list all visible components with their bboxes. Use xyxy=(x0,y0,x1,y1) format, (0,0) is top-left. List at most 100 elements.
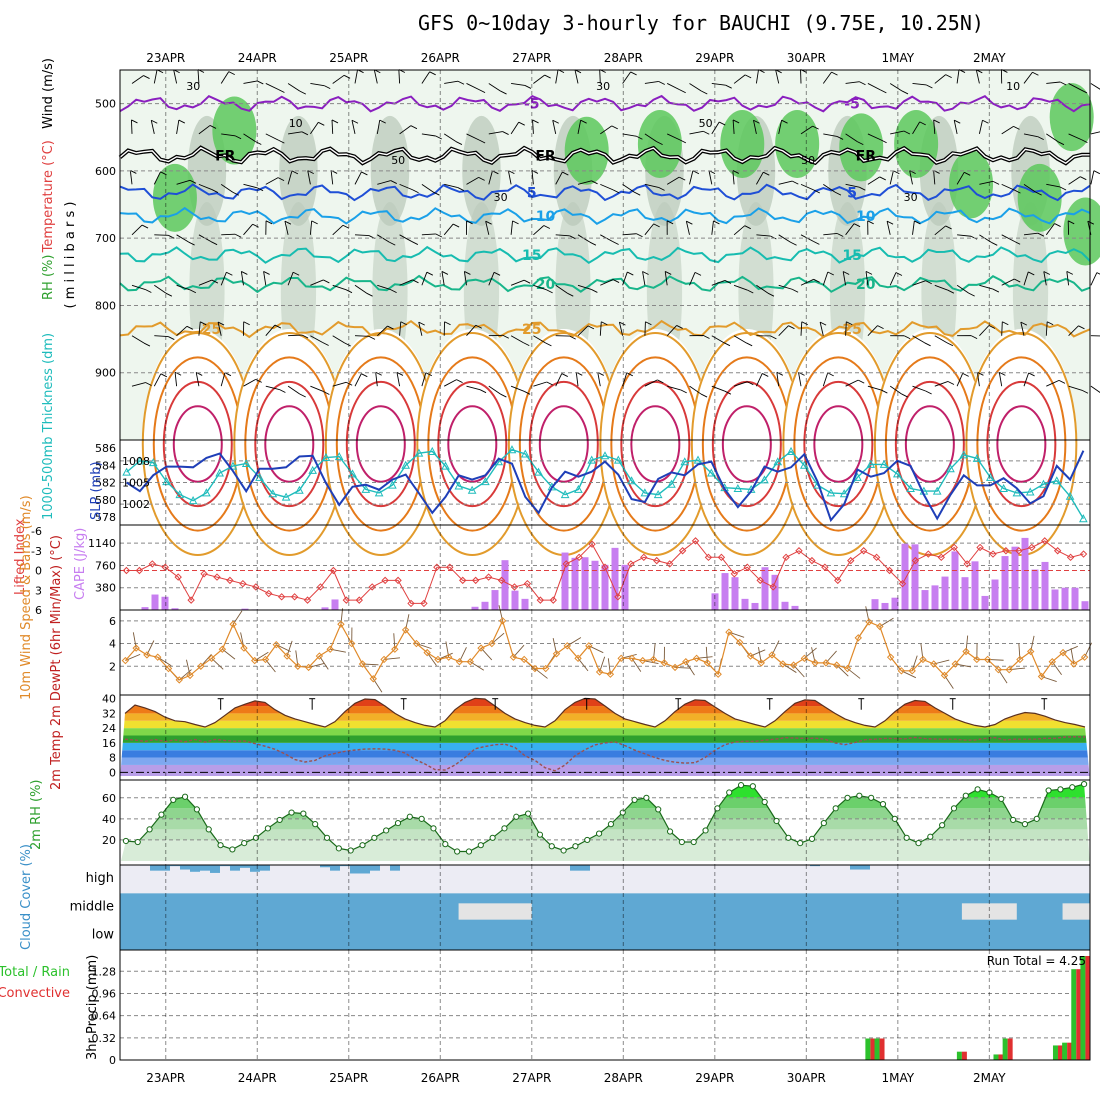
thickness-marker xyxy=(520,449,530,458)
cape-bar xyxy=(521,598,529,610)
wind-barb-flag xyxy=(679,89,686,94)
wind-barb-flag xyxy=(580,119,587,124)
wind-barb-flag xyxy=(1078,325,1085,330)
wind-speed-marker xyxy=(315,652,324,660)
wind-barb-flag xyxy=(1066,270,1074,275)
wind-barb-flag xyxy=(747,289,754,294)
wind-barb-flag xyxy=(493,271,501,276)
wind-barb-flag xyxy=(679,176,686,181)
wind-speed-marker xyxy=(218,645,227,653)
wind-barb xyxy=(1046,81,1061,84)
thickness-marker xyxy=(374,488,384,497)
wind-barb xyxy=(956,172,965,185)
rh-marker xyxy=(430,825,437,832)
cross-section-legend: RH (%) Temperature (°C) Wind (m/s) xyxy=(41,58,56,300)
wind-barb xyxy=(689,170,694,185)
wind-barb xyxy=(867,133,881,141)
wind-barb xyxy=(444,80,459,84)
wind-barb-flag xyxy=(410,125,418,130)
wind-barb-flag xyxy=(441,271,449,275)
wind-barb xyxy=(533,225,545,236)
wind-barb-flag xyxy=(846,321,853,326)
wind-barb xyxy=(533,335,546,344)
rh-high-area xyxy=(1049,83,1094,152)
wind-barb-flag xyxy=(278,89,285,93)
temp-band xyxy=(120,720,1090,729)
pressure-tick: 900 xyxy=(95,367,116,380)
wind-speed-marker xyxy=(272,640,280,649)
thickness-marker xyxy=(786,446,796,455)
wind-barb xyxy=(1045,321,1048,336)
precip-convective-bar xyxy=(1057,1045,1063,1060)
isotherm-ring xyxy=(345,380,416,508)
wind-barb xyxy=(822,372,829,387)
wind-speed-marker xyxy=(175,676,183,684)
top-date-label: 26APR xyxy=(421,51,460,65)
wind-barb xyxy=(1046,183,1061,188)
cloud-lower-bg xyxy=(120,893,1090,950)
li-tick: 3 xyxy=(35,584,42,597)
wind-barb-flag xyxy=(301,334,309,339)
precip-total-bar xyxy=(1080,956,1086,1060)
wind-speed-marker xyxy=(746,652,755,660)
cape-bar xyxy=(511,590,519,610)
wind-barb-10m xyxy=(847,668,861,679)
li-marker xyxy=(381,576,389,585)
wind-barb xyxy=(265,324,276,337)
rh-marker xyxy=(1010,816,1017,824)
wind-barb xyxy=(532,119,534,134)
wind-speed-marker xyxy=(951,660,959,668)
rh-marker xyxy=(714,805,721,812)
rh-marker xyxy=(146,826,153,833)
wind-barb xyxy=(174,372,178,387)
rh-high-area xyxy=(839,113,884,182)
wind-barb-flag xyxy=(292,271,300,276)
thickness-marker xyxy=(361,484,371,493)
wind-barb xyxy=(933,119,936,134)
wind-barb-flag xyxy=(478,176,485,181)
wind-speed-marker xyxy=(477,644,485,652)
wind-barb-flag xyxy=(143,75,150,79)
temp-band xyxy=(120,764,1090,776)
thickness-marker xyxy=(388,480,397,489)
rh-marker xyxy=(797,839,804,847)
wind-speed-marker xyxy=(261,655,270,664)
wind-barb xyxy=(934,284,949,291)
wind-barb-flag xyxy=(433,191,440,196)
wind-barb-flag xyxy=(732,119,740,124)
wind-barb-flag xyxy=(834,191,842,196)
wind-speed-marker xyxy=(542,664,550,673)
precip-convective-bar xyxy=(879,1038,885,1060)
wind-barb xyxy=(644,223,654,236)
rh-high-area xyxy=(152,163,197,232)
wind-barb xyxy=(284,221,289,235)
cloud-high-bar xyxy=(860,865,870,870)
thickness-marker xyxy=(587,455,597,464)
wind-barb-flag xyxy=(278,139,285,144)
wind-barb xyxy=(577,284,592,290)
thickness-marker xyxy=(308,465,318,474)
wind-barb xyxy=(842,271,847,286)
wind-barb xyxy=(421,233,436,236)
wind-barb xyxy=(533,381,547,387)
cape-bar xyxy=(321,607,329,610)
wind-barb-flag xyxy=(1058,379,1066,384)
wind-barb-flag xyxy=(1081,139,1088,144)
wind-speed-marker xyxy=(585,642,593,650)
wind-barb xyxy=(800,278,814,286)
wind-barb-flag xyxy=(284,220,292,225)
isotherm-ring xyxy=(620,380,691,508)
rh-marker xyxy=(229,846,236,853)
wind-speed-marker xyxy=(930,660,938,668)
wind-barb xyxy=(889,385,903,395)
wind-barb xyxy=(466,177,479,185)
wind-barb xyxy=(198,183,213,190)
wind-barb xyxy=(732,119,735,134)
wind-barb xyxy=(220,183,234,193)
wind-barb xyxy=(1068,325,1079,337)
wind-barb-flag xyxy=(1032,71,1039,76)
rh-marker xyxy=(1033,815,1040,822)
rh-marker xyxy=(276,816,283,824)
isotherm-ring xyxy=(803,380,874,508)
wind-barb-flag xyxy=(1013,240,1021,245)
